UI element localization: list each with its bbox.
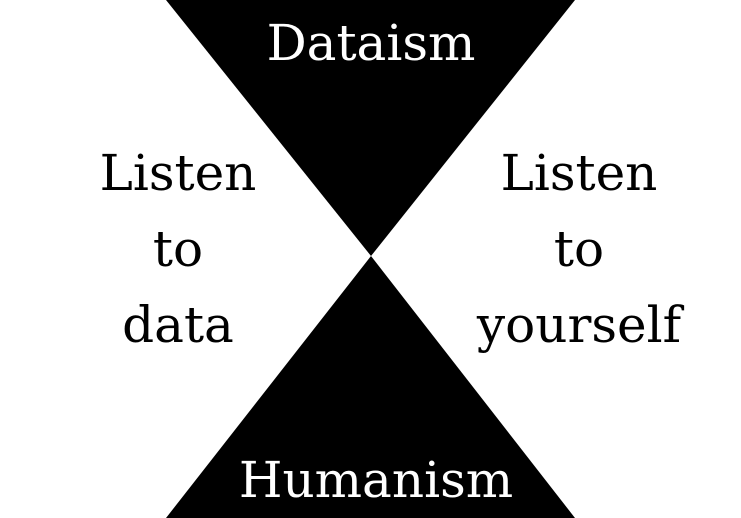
dataism-label: Dataism bbox=[267, 14, 476, 72]
listen-to-data-line-1: Listen bbox=[100, 144, 257, 202]
humanism-label: Humanism bbox=[239, 451, 513, 509]
listen-to-yourself-line-1: Listen bbox=[501, 144, 658, 202]
listen-to-yourself-line-2: to bbox=[554, 220, 604, 278]
listen-to-yourself-line-3: yourself bbox=[476, 296, 685, 354]
top-triangle-dataism bbox=[166, 0, 575, 256]
bottom-triangle-humanism bbox=[166, 256, 575, 518]
listen-to-data-line-2: to bbox=[153, 220, 203, 278]
listen-to-data-line-3: data bbox=[122, 296, 234, 354]
